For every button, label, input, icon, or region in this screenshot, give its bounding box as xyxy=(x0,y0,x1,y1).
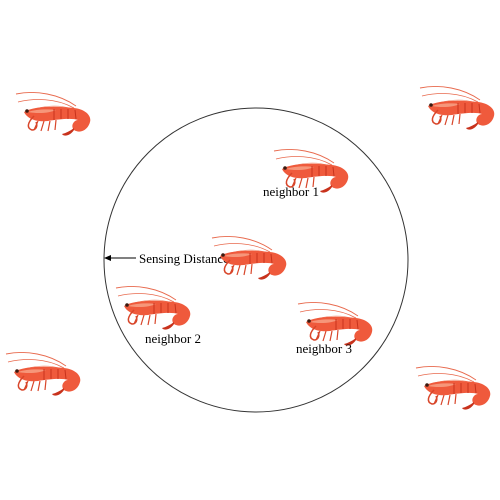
sensing-circle xyxy=(103,107,409,413)
neighbor-2-label: neighbor 2 xyxy=(145,331,201,346)
shrimp-icon xyxy=(15,91,92,137)
shrimp-icon xyxy=(211,235,288,281)
neighbor-3-label: neighbor 3 xyxy=(296,341,352,356)
shrimp-icon xyxy=(415,365,492,411)
shrimp-icon xyxy=(419,85,496,131)
shrimp-icon xyxy=(5,351,82,397)
neighbor-1-label: neighbor 1 xyxy=(263,184,319,199)
shrimp-icon xyxy=(115,285,192,331)
shrimp-icon xyxy=(297,301,374,347)
sensing-distance-label: Sensing Distance xyxy=(139,251,229,266)
